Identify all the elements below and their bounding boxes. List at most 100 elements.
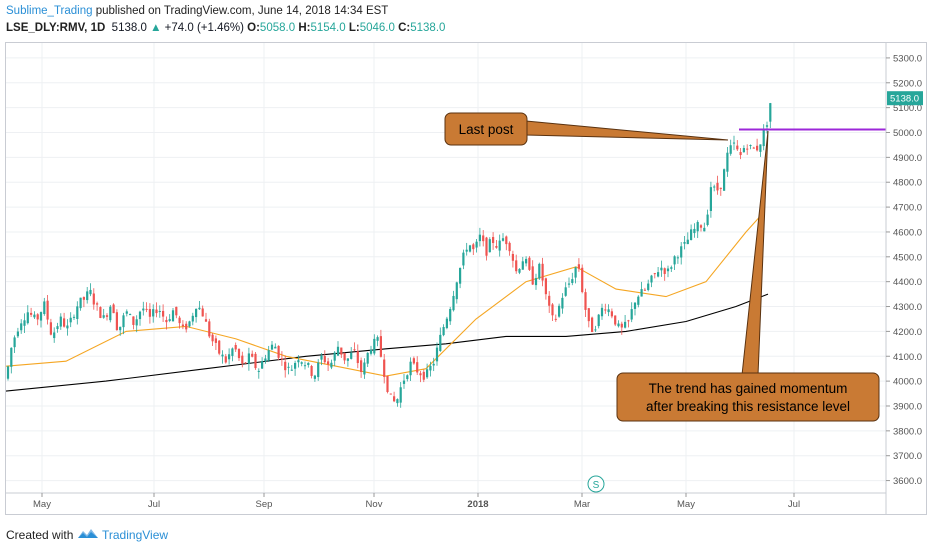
candle-body [620,323,623,328]
candle-body [449,309,452,322]
price-tick-label: 4000.0 [893,377,922,388]
candle-body [683,242,686,244]
candle-body [706,214,709,225]
candle-body [505,236,508,245]
candle-body [145,308,148,310]
candle-body [129,314,132,316]
candle-body [135,319,138,326]
candle-body [346,358,349,361]
price-tick-label: 4600.0 [893,227,922,238]
candle-body [148,309,151,317]
candle-body [142,308,145,311]
candle-body [759,144,762,152]
last-price: 5138.0 [111,22,147,34]
candle-body [340,347,343,355]
symbol-marker-icon[interactable] [587,475,605,493]
candle-body [584,292,587,310]
author-link[interactable]: Sublime_Trading [6,5,93,17]
candles-layer [6,102,772,408]
candle-body [228,354,231,360]
candle-body [33,314,36,318]
chart-frame[interactable]: S 5300.0 5200.0 5100.0 5000.0 4900.0 4800.0 47… [5,42,927,515]
candle-body [30,312,33,315]
candle-body [640,289,643,297]
candle-body [485,237,488,256]
candle-body [442,327,445,336]
price-tick-label: 4200.0 [893,327,922,338]
candle-body [518,268,521,273]
price-tick-label: 4900.0 [893,153,922,164]
candle-body [693,228,696,234]
candle-body [247,353,250,364]
time-tick-label: Nov [366,499,383,510]
price-chart[interactable]: S 5300.0 5200.0 5100.0 5000.0 4900.0 4800.0 47… [6,43,926,514]
candle-body [548,295,551,306]
candle-body [716,182,719,191]
ma-short-line [6,211,765,377]
candle-body [356,351,359,364]
time-tick-label: Jul [788,499,800,510]
tradingview-logo-icon[interactable] [77,527,99,541]
candle-body [49,322,52,335]
callouts-layer: Last post The trend has gained momentum af… [444,112,880,422]
candle-body [752,147,755,149]
trend-callout[interactable] [616,372,880,422]
tradingview-brand[interactable]: TradingView [102,528,169,542]
candle-body [46,300,49,320]
price-tick-label: 5200.0 [893,78,922,89]
candle-body [538,263,541,279]
candle-body [360,360,363,372]
overlay-layer: S [587,128,886,493]
price-axis[interactable]: 5300.0 5200.0 5100.0 5000.0 4900.0 4800.0 4700… [885,43,923,514]
candle-body [409,361,412,376]
candle-body [254,353,257,369]
candle-body [327,361,330,365]
candle-body [577,264,580,269]
candle-body [726,152,729,172]
ma-short-layer [6,211,765,377]
price-tick-label: 5300.0 [893,53,922,64]
candle-body [498,240,501,251]
price-tick-label: 5000.0 [893,128,922,139]
candle-body [742,148,745,153]
candle-body [462,252,465,266]
candle-body [501,238,505,241]
last-post-callout[interactable] [444,112,528,146]
candle-body [152,309,155,317]
candle-body [155,309,158,314]
candle-body [673,256,676,265]
candle-body [350,352,353,359]
candle-body [264,358,267,362]
candle-body [686,239,689,245]
symbol-marker-label[interactable]: S [593,480,600,491]
candle-body [765,125,769,127]
candle-body [574,267,577,278]
candle-body [571,279,574,283]
candle-body [597,314,600,327]
time-tick-label: 2018 [467,499,488,510]
candle-body [488,239,491,253]
candle-body [303,365,307,367]
candle-body [267,350,270,361]
candle-body [534,278,538,286]
candle-body [525,258,528,264]
candle-body [666,268,670,272]
time-axis[interactable]: May Jul Sep Nov 2018 Mar May Jul [6,492,886,510]
candle-body [680,246,683,258]
candle-body [386,375,389,393]
candle-body [699,225,703,228]
candle-body [198,307,201,310]
time-tick-label: Mar [574,499,590,510]
candle-body [330,362,333,368]
candle-body [323,356,326,363]
candle-body [23,320,26,326]
candle-body [393,396,396,402]
candle-body [690,229,693,240]
candle-body [511,253,514,261]
price-tick-label: 3900.0 [893,401,922,412]
candle-body [237,349,241,359]
candle-body [59,316,62,327]
candle-body [594,329,597,331]
candle-body [105,315,109,317]
candle-body [402,380,406,384]
